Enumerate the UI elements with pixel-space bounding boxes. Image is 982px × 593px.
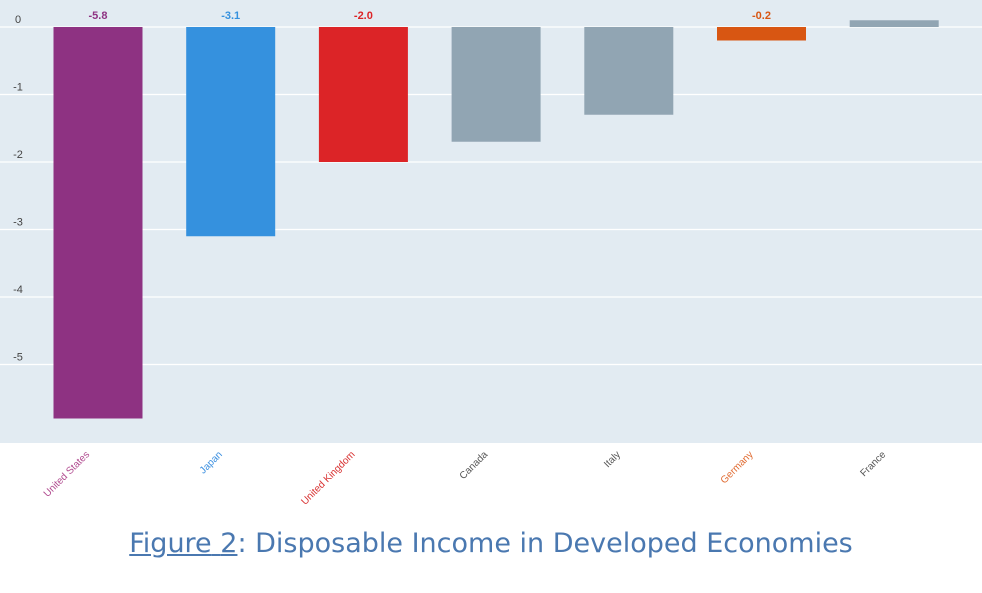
data-label: -2.0: [354, 10, 373, 22]
bar: [186, 27, 276, 237]
x-tick-label: Japan: [198, 449, 225, 476]
figure-word: Figure: [129, 528, 212, 559]
bar: [849, 20, 939, 27]
figure-number: 2: [220, 528, 238, 559]
y-tick-label: -3: [13, 217, 23, 229]
bar-chart: 0 -1 -2 -3 -4 -5 -5.8 -3.1 -2.0 -0.2 United Stat…: [0, 0, 982, 507]
figure-caption: Figure 2: Disposable Income in Developed…: [0, 528, 982, 559]
bar: [53, 27, 143, 419]
x-tick-label: United States: [42, 449, 92, 499]
figure-caption-text: : Disposable Income in Developed Economi…: [237, 528, 853, 559]
x-tick-label: Germany: [719, 449, 756, 486]
data-label: -3.1: [221, 10, 240, 22]
y-tick-label: 0: [15, 14, 21, 26]
y-tick-label: -5: [13, 352, 23, 364]
figure-caption-label: Figure 2: [129, 528, 237, 559]
y-tick-label: -4: [13, 284, 23, 296]
x-axis: United States Japan United Kingdom Canada It…: [42, 449, 889, 507]
x-tick-label: France: [859, 449, 889, 479]
bar: [318, 27, 408, 162]
y-axis: 0 -1 -2 -3 -4 -5: [13, 14, 23, 364]
bars: [53, 20, 939, 419]
x-tick-label: Italy: [602, 449, 623, 470]
data-label: -0.2: [752, 10, 771, 22]
y-tick-label: -2: [13, 149, 23, 161]
bar: [584, 27, 674, 115]
x-tick-label: United Kingdom: [299, 449, 357, 507]
y-tick-label: -1: [13, 82, 23, 94]
data-label: -5.8: [89, 10, 108, 22]
x-tick-label: Canada: [458, 449, 491, 482]
data-labels: -5.8 -3.1 -2.0 -0.2: [89, 10, 771, 22]
bar: [451, 27, 541, 142]
bar: [717, 27, 806, 41]
